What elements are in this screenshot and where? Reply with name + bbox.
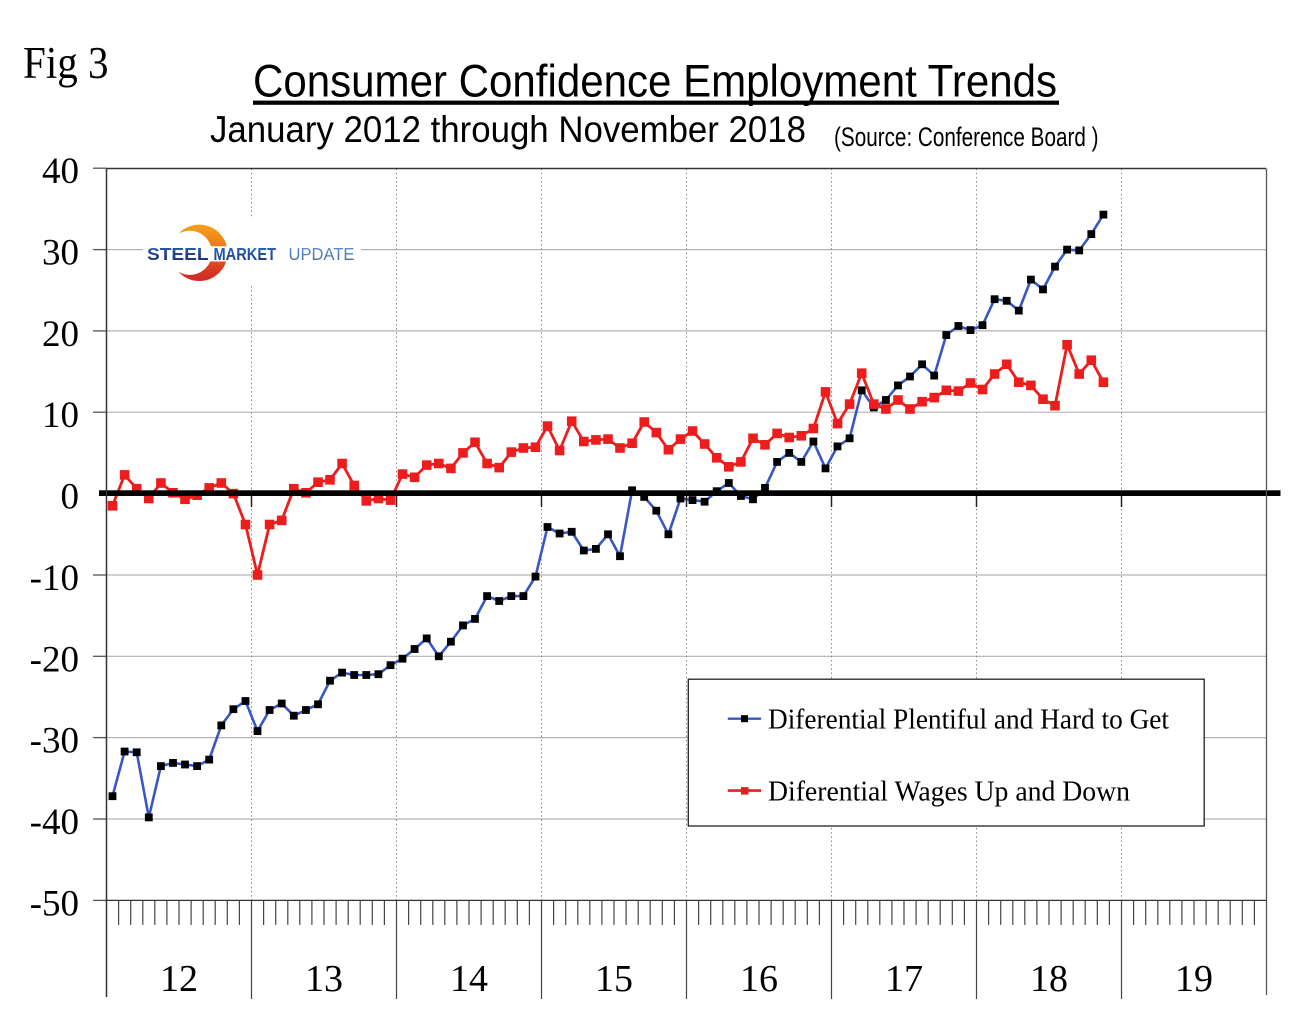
svg-text:-20: -20 (30, 639, 79, 680)
svg-text:(Source: Conference Board ): (Source: Conference Board ) (834, 122, 1099, 152)
svg-text:40: 40 (42, 151, 79, 192)
svg-text:Consumer Confidence Employment: Consumer Confidence Employment Trends (253, 56, 1057, 107)
svg-text:30: 30 (42, 233, 79, 274)
svg-text:14: 14 (450, 958, 488, 1000)
svg-text:0: 0 (61, 477, 80, 518)
svg-text:-10: -10 (30, 558, 79, 599)
svg-text:18: 18 (1030, 958, 1068, 1000)
svg-text:16: 16 (740, 958, 778, 1000)
svg-text:13: 13 (305, 958, 343, 1000)
svg-text:12: 12 (160, 958, 198, 1000)
svg-text:-40: -40 (30, 802, 79, 843)
svg-text:17: 17 (885, 958, 923, 1000)
svg-text:Diferential Wages Up and Down: Diferential Wages Up and Down (768, 777, 1130, 808)
svg-text:Fig 3: Fig 3 (23, 38, 109, 88)
svg-text:UPDATE: UPDATE (289, 244, 355, 264)
svg-text:20: 20 (42, 314, 79, 355)
svg-text:MARKET: MARKET (214, 244, 277, 264)
svg-text:15: 15 (595, 958, 633, 1000)
svg-text:January 2012 through November: January 2012 through November 2018 (210, 108, 806, 150)
svg-text:-30: -30 (30, 721, 79, 762)
svg-text:19: 19 (1175, 958, 1213, 1000)
svg-text:-50: -50 (30, 883, 79, 924)
svg-text:10: 10 (42, 395, 79, 436)
svg-text:STEEL: STEEL (147, 244, 209, 264)
svg-text:Diferential Plentiful and Hard: Diferential Plentiful and Hard to Get (768, 705, 1169, 736)
